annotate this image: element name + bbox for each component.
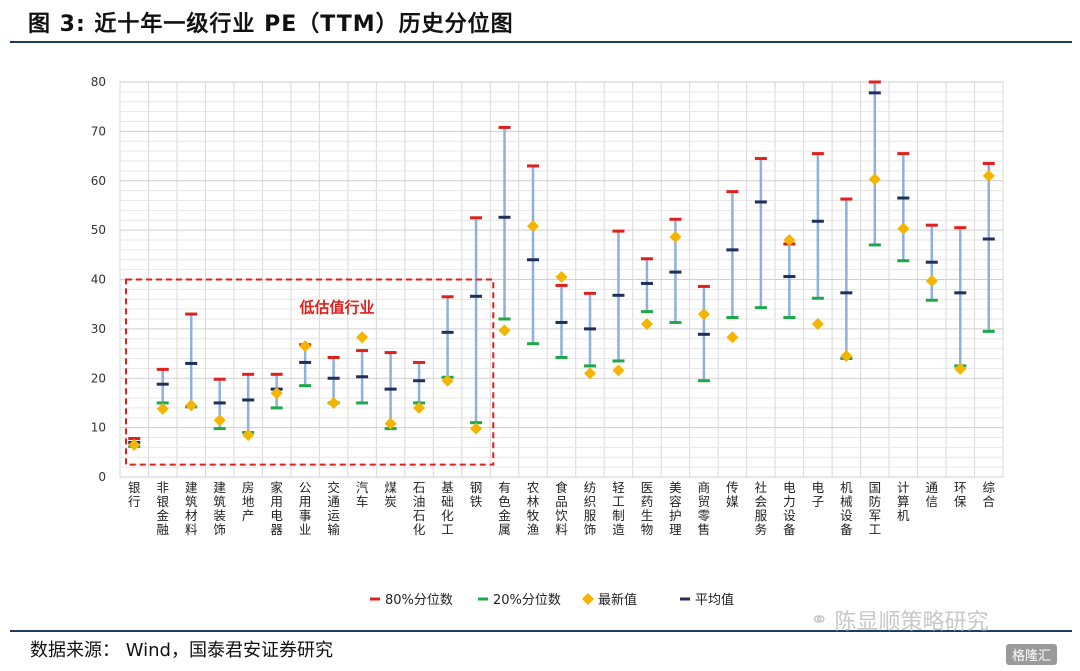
latest-marker [299, 340, 312, 353]
source-note: 数据来源： Wind，国泰君安证券研究 [30, 640, 333, 661]
category-label: 医药生物 [641, 480, 654, 537]
category-label: 家用电器 [270, 480, 283, 537]
category-label: 非银金融 [156, 480, 169, 537]
latest-marker [242, 429, 255, 442]
latest-marker [669, 231, 682, 244]
latest-marker [470, 422, 483, 435]
latest-marker [384, 417, 397, 430]
latest-marker [897, 222, 910, 235]
y-tick-label: 20 [91, 371, 106, 385]
title-rule [10, 41, 1072, 43]
low-valuation-label: 低估值行业 [298, 299, 374, 317]
latest-marker [697, 308, 710, 321]
category-label: 建筑装饰 [213, 480, 226, 537]
category-label: 美容护理 [669, 480, 682, 537]
category-label: 机械设备 [840, 480, 853, 537]
latest-marker [213, 414, 226, 427]
legend-label: 平均值 [695, 592, 734, 608]
category-label: 环保 [954, 480, 967, 509]
y-tick-label: 70 [91, 124, 106, 138]
category-label: 银行 [128, 480, 141, 509]
category-label: 石油石化 [413, 480, 426, 537]
y-tick-label: 50 [91, 223, 106, 237]
category-label: 轻工制造 [612, 480, 625, 537]
y-tick-label: 60 [91, 174, 106, 188]
latest-marker [982, 169, 995, 182]
category-label: 综合 [983, 480, 996, 509]
watermark-text: 陈显顺策略研究 [834, 610, 989, 635]
latest-marker [840, 350, 853, 363]
category-label: 电子 [812, 480, 825, 509]
y-tick-label: 10 [91, 421, 106, 435]
category-label: 公用事业 [299, 480, 312, 537]
latest-marker [726, 331, 739, 344]
category-label: 农林牧渔 [527, 480, 540, 537]
category-label: 纺织服饰 [584, 480, 597, 537]
category-label: 传媒 [726, 480, 739, 509]
latest-marker [640, 317, 653, 330]
latest-marker [327, 396, 340, 409]
watermark-logo: 格隆汇 [1006, 644, 1058, 665]
y-tick-label: 0 [98, 470, 106, 484]
latest-marker [270, 387, 283, 400]
latest-marker [868, 173, 881, 186]
category-label: 有色金属 [498, 480, 511, 537]
latest-marker [925, 274, 938, 287]
latest-marker [498, 324, 511, 337]
y-tick-label: 30 [91, 322, 106, 336]
category-label: 国防军工 [869, 480, 882, 537]
latest-marker [185, 399, 198, 412]
wechat-icon: ⚭ [810, 607, 829, 633]
category-label: 社会服务 [755, 480, 768, 537]
latest-marker [783, 234, 796, 246]
category-label: 基础化工 [441, 480, 454, 537]
low-valuation-box [125, 278, 495, 466]
category-label: 食品饮料 [555, 480, 568, 537]
latest-marker [441, 374, 454, 387]
latest-marker [811, 317, 824, 330]
latest-marker [555, 271, 568, 284]
pe-percentile-chart: 0 10 20 30 40 50 60 70 80 银行 非银金融 建筑材料 建筑装饰 房地产 家用电器 公用… [91, 75, 1004, 608]
category-label: 煤炭 [384, 480, 397, 509]
y-tick-label: 40 [91, 273, 106, 287]
legend-label: 最新值 [598, 592, 637, 608]
latest-marker [612, 364, 625, 377]
category-label: 钢铁 [470, 480, 483, 509]
y-tick-label: 80 [91, 75, 106, 89]
watermark: ⚭ 陈显顺策略研究 [810, 604, 988, 636]
category-label: 建筑材料 [185, 480, 198, 537]
latest-marker [527, 220, 540, 233]
figure-title: 图 3: 近十年一级行业 PE（TTM）历史分位图 [28, 12, 514, 37]
latest-marker [356, 331, 369, 344]
latest-marker [954, 362, 967, 375]
category-label: 交通运输 [327, 480, 340, 537]
latest-marker [583, 367, 596, 380]
category-label: 计算机 [897, 480, 910, 523]
category-label: 汽车 [356, 480, 369, 509]
category-label: 通信 [926, 480, 939, 509]
latest-marker [156, 402, 169, 415]
source-rule [10, 630, 1072, 632]
legend-swatch-latest [582, 593, 594, 605]
category-label: 电力设备 [783, 480, 796, 537]
category-label: 房地产 [242, 480, 255, 523]
latest-marker [128, 438, 141, 451]
legend-label: 20%分位数 [493, 593, 561, 608]
legend-label: 80%分位数 [385, 593, 453, 608]
category-label: 商贸零售 [698, 480, 711, 537]
latest-marker [413, 401, 426, 414]
